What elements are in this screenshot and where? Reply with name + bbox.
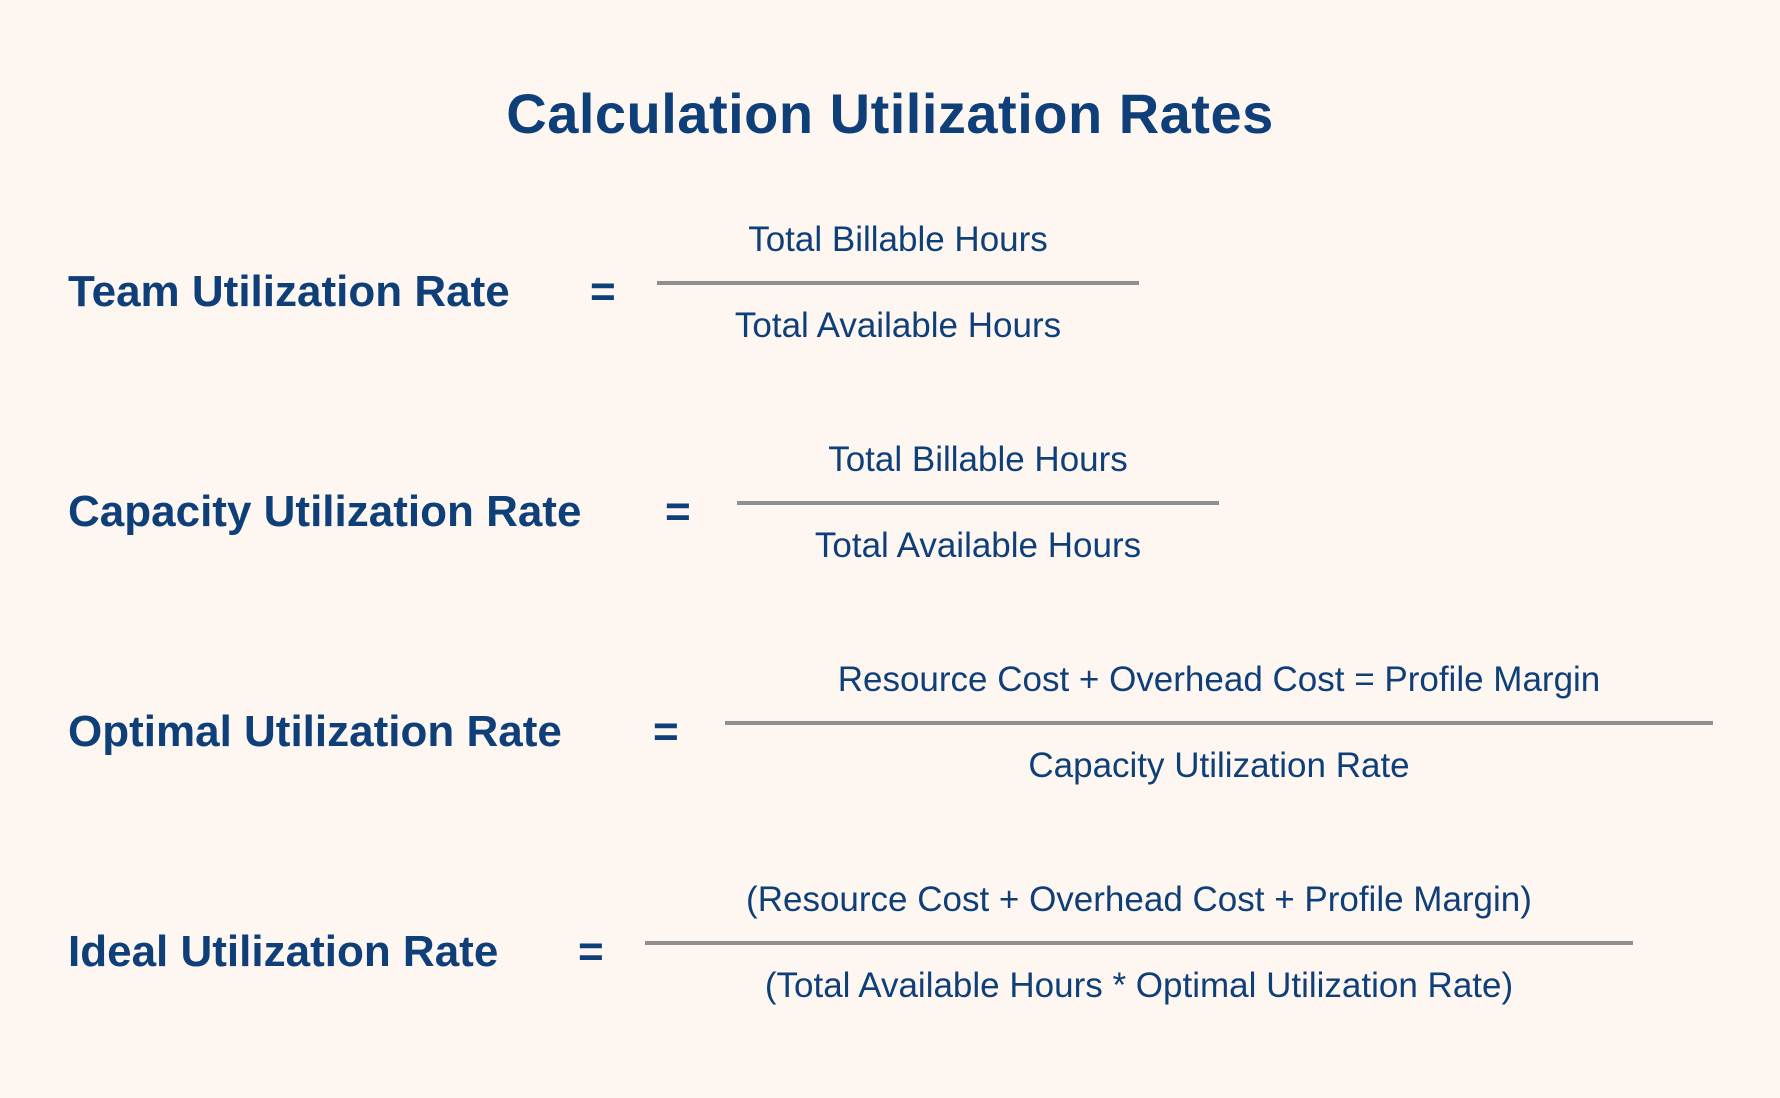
numerator: Resource Cost + Overhead Cost = Profile … (837, 660, 1601, 699)
formula-label: Team Utilization Rate (68, 267, 510, 316)
formula-label: Optimal Utilization Rate (68, 707, 562, 756)
denominator: (Total Available Hours * Optimal Utiliza… (764, 966, 1514, 1005)
equals-sign: = (578, 927, 604, 976)
fraction: Total Billable Hours Total Available Hou… (657, 212, 1139, 372)
formula-capacity-utilization: Capacity Utilization Rate = Total Billab… (0, 432, 1780, 592)
fraction: Resource Cost + Overhead Cost = Profile … (725, 652, 1713, 812)
equals-sign: = (590, 267, 616, 316)
formula-label: Ideal Utilization Rate (68, 927, 499, 976)
equals-sign: = (665, 487, 691, 536)
fraction-bar (725, 721, 1713, 725)
fraction: Total Billable Hours Total Available Hou… (737, 432, 1219, 592)
fraction: (Resource Cost + Overhead Cost + Profile… (645, 872, 1633, 1032)
denominator: Total Available Hours (734, 306, 1062, 345)
formula-optimal-utilization: Optimal Utilization Rate = Resource Cost… (0, 652, 1780, 812)
numerator: (Resource Cost + Overhead Cost + Profile… (746, 880, 1532, 919)
formula-ideal-utilization: Ideal Utilization Rate = (Resource Cost … (0, 872, 1780, 1032)
equals-sign: = (653, 707, 679, 756)
formula-label: Capacity Utilization Rate (68, 487, 582, 536)
numerator: Total Billable Hours (828, 440, 1128, 479)
fraction-bar (645, 941, 1633, 945)
denominator: Total Available Hours (814, 526, 1142, 565)
fraction-bar (657, 281, 1139, 285)
formula-team-utilization: Team Utilization Rate = Total Billable H… (0, 212, 1780, 372)
denominator: Capacity Utilization Rate (1028, 746, 1410, 785)
fraction-bar (737, 501, 1219, 505)
page-title: Calculation Utilization Rates (506, 82, 1274, 145)
numerator: Total Billable Hours (748, 220, 1048, 259)
